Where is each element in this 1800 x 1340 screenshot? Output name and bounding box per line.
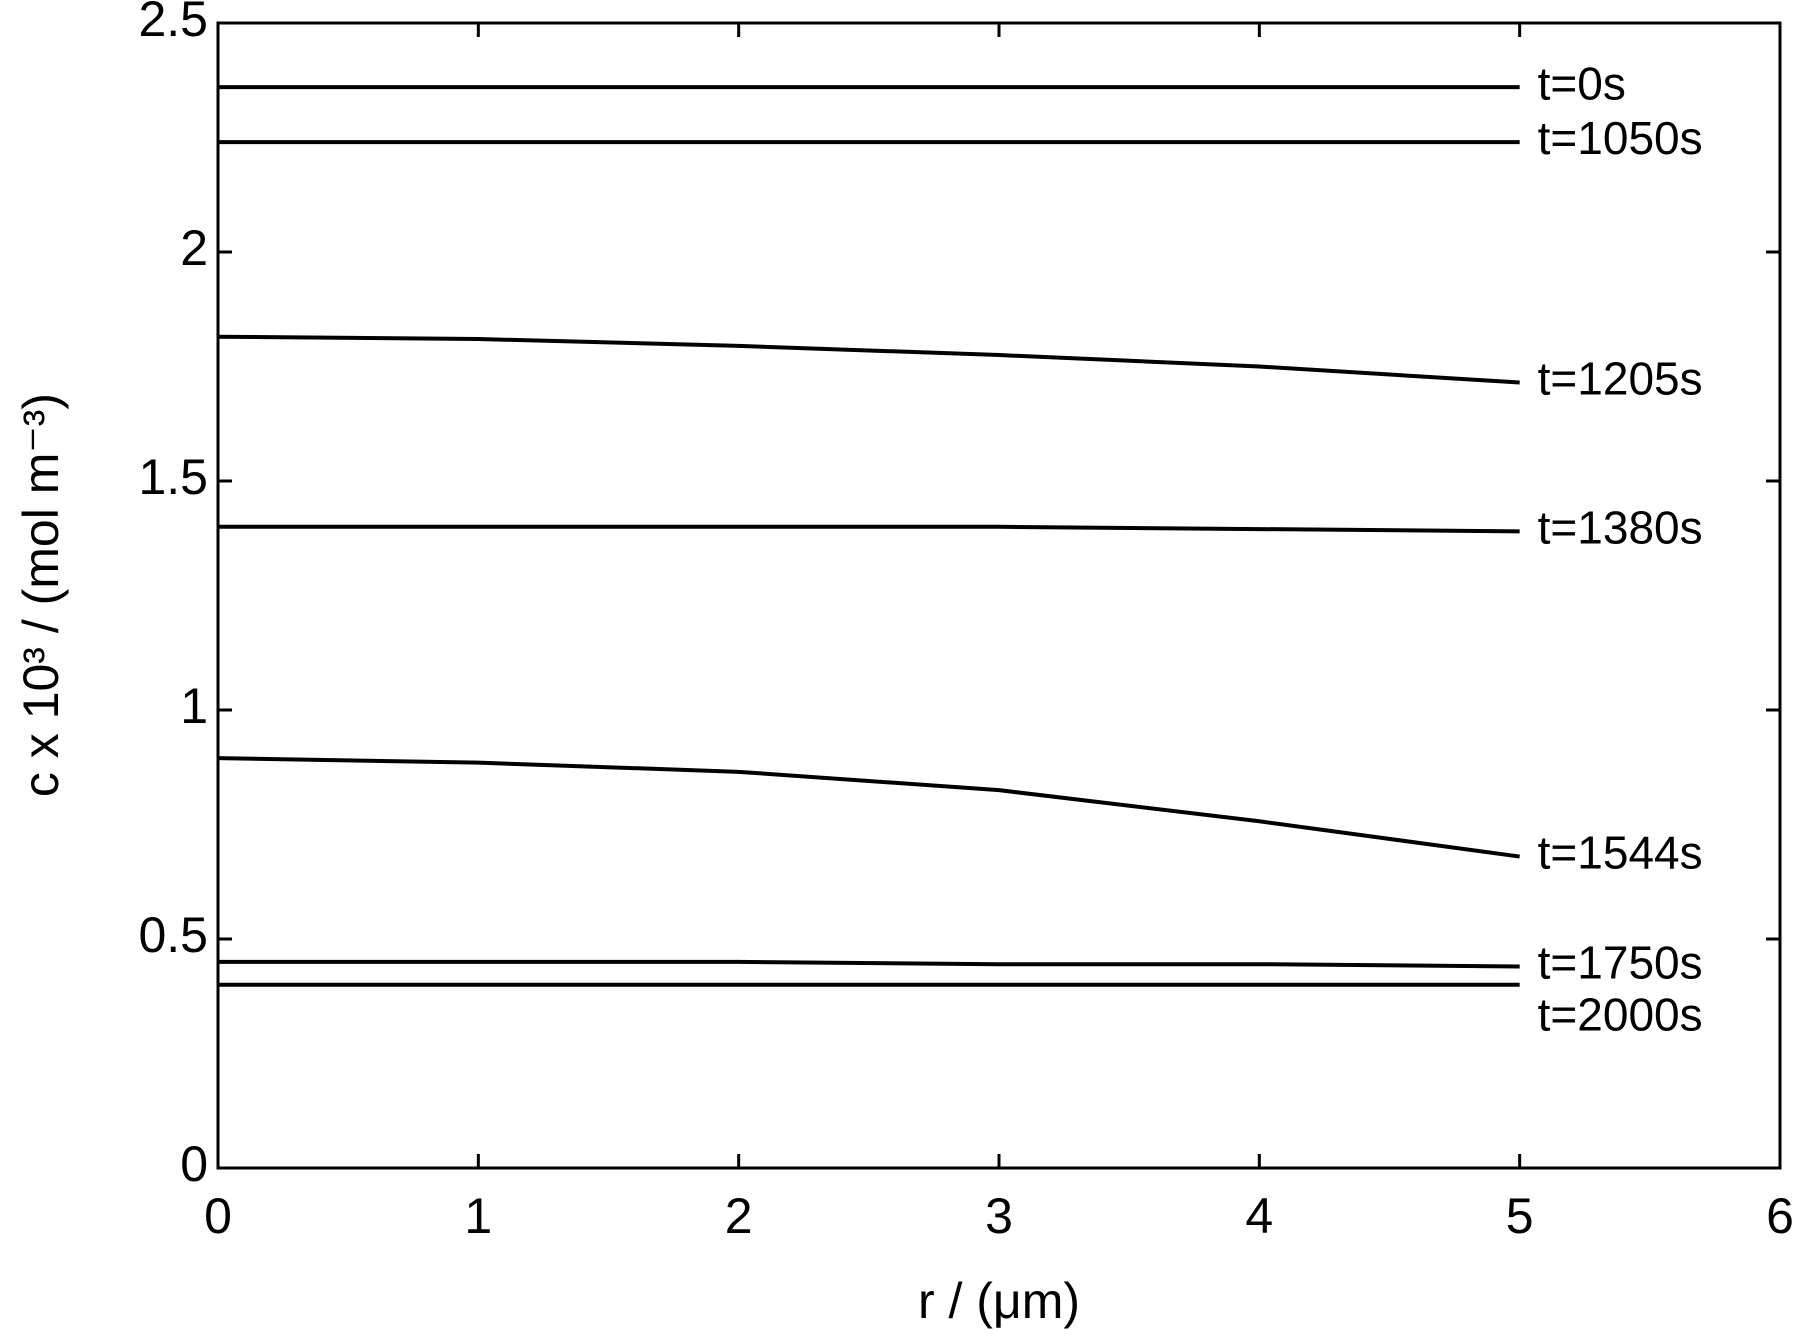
y-tick-label: 2: [180, 220, 208, 276]
series-line: [218, 959, 1520, 969]
x-tick-label: 0: [204, 1188, 232, 1244]
x-tick-label: 4: [1245, 1188, 1273, 1244]
series-line: [217, 334, 1520, 385]
y-tick-label: 1: [180, 678, 208, 734]
x-tick-label: 3: [985, 1188, 1013, 1244]
series-label: t=2000s: [1538, 989, 1703, 1041]
y-tick-label: 0.5: [138, 907, 208, 963]
series-label: t=1380s: [1538, 502, 1703, 554]
series-label: t=1205s: [1538, 353, 1703, 405]
y-tick-label: 0: [180, 1136, 208, 1192]
x-tick-label: 1: [464, 1188, 492, 1244]
series-line: [217, 756, 1520, 859]
y-tick-label: 2.5: [138, 0, 208, 47]
y-tick-label: 1.5: [138, 449, 208, 505]
series-label: t=1050s: [1538, 112, 1703, 164]
series-label: t=0s: [1538, 57, 1626, 109]
x-tick-label: 6: [1766, 1188, 1794, 1244]
series-label: t=1544s: [1538, 827, 1703, 879]
series-label: t=1750s: [1538, 937, 1703, 989]
x-tick-label: 5: [1506, 1188, 1534, 1244]
series-line: [218, 524, 1520, 534]
x-tick-label: 2: [725, 1188, 753, 1244]
y-axis-title: c x 10³ / (mol m⁻³): [13, 393, 69, 797]
x-axis-title: r / (μm): [918, 1273, 1080, 1329]
